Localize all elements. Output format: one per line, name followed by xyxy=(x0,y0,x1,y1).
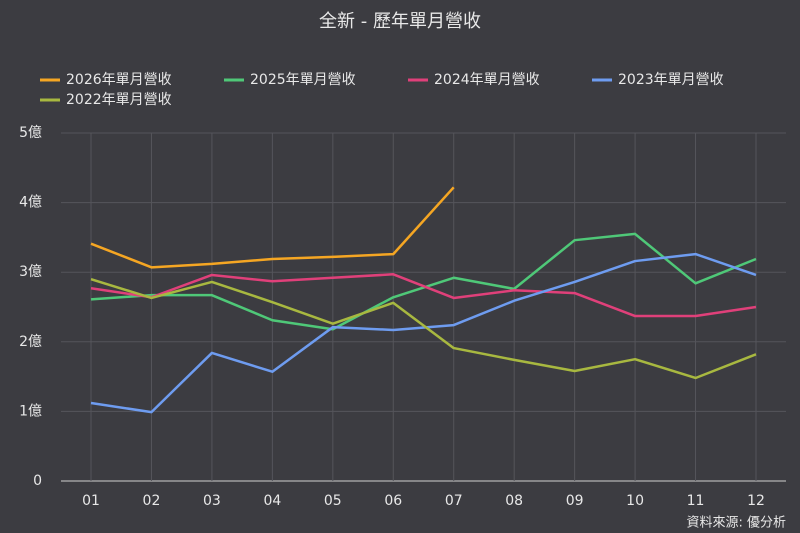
x-tick-label: 06 xyxy=(384,493,402,509)
x-tick-label: 11 xyxy=(687,493,705,509)
x-tick-label: 10 xyxy=(626,493,644,509)
series-line xyxy=(90,232,757,331)
source: 資料來源: 優分析 xyxy=(686,516,786,531)
y-tick-label: 5億 xyxy=(19,125,42,141)
series-line xyxy=(90,252,757,414)
x-tick-label: 08 xyxy=(505,493,523,509)
legend-label: 2022年單月營收 xyxy=(66,92,172,108)
series-line xyxy=(90,277,757,380)
legend-label: 2023年單月營收 xyxy=(618,72,724,88)
x-tick-label: 02 xyxy=(143,493,161,509)
y-tick-label: 4億 xyxy=(19,195,42,211)
series-line xyxy=(90,273,757,318)
y-tick-label: 0 xyxy=(33,473,42,489)
x-tick-label: 09 xyxy=(566,493,584,509)
y-tick-label: 1億 xyxy=(19,403,42,419)
x-tick-label: 01 xyxy=(82,493,100,509)
x-tick-label: 03 xyxy=(203,493,221,509)
x-tick-label: 04 xyxy=(263,493,281,509)
legend-label: 2026年單月營收 xyxy=(66,72,172,88)
y-tick-label: 2億 xyxy=(19,334,42,350)
legend-label: 2025年單月營收 xyxy=(250,72,356,88)
x-tick-label: 12 xyxy=(747,493,765,509)
series-line xyxy=(90,186,455,269)
legend-label: 2024年單月營收 xyxy=(434,72,540,88)
x-tick-label: 07 xyxy=(445,493,463,509)
chart-title: 全新 - 歷年單月營收 xyxy=(319,11,481,32)
x-tick-label: 05 xyxy=(324,493,342,509)
y-tick-label: 3億 xyxy=(19,264,42,280)
